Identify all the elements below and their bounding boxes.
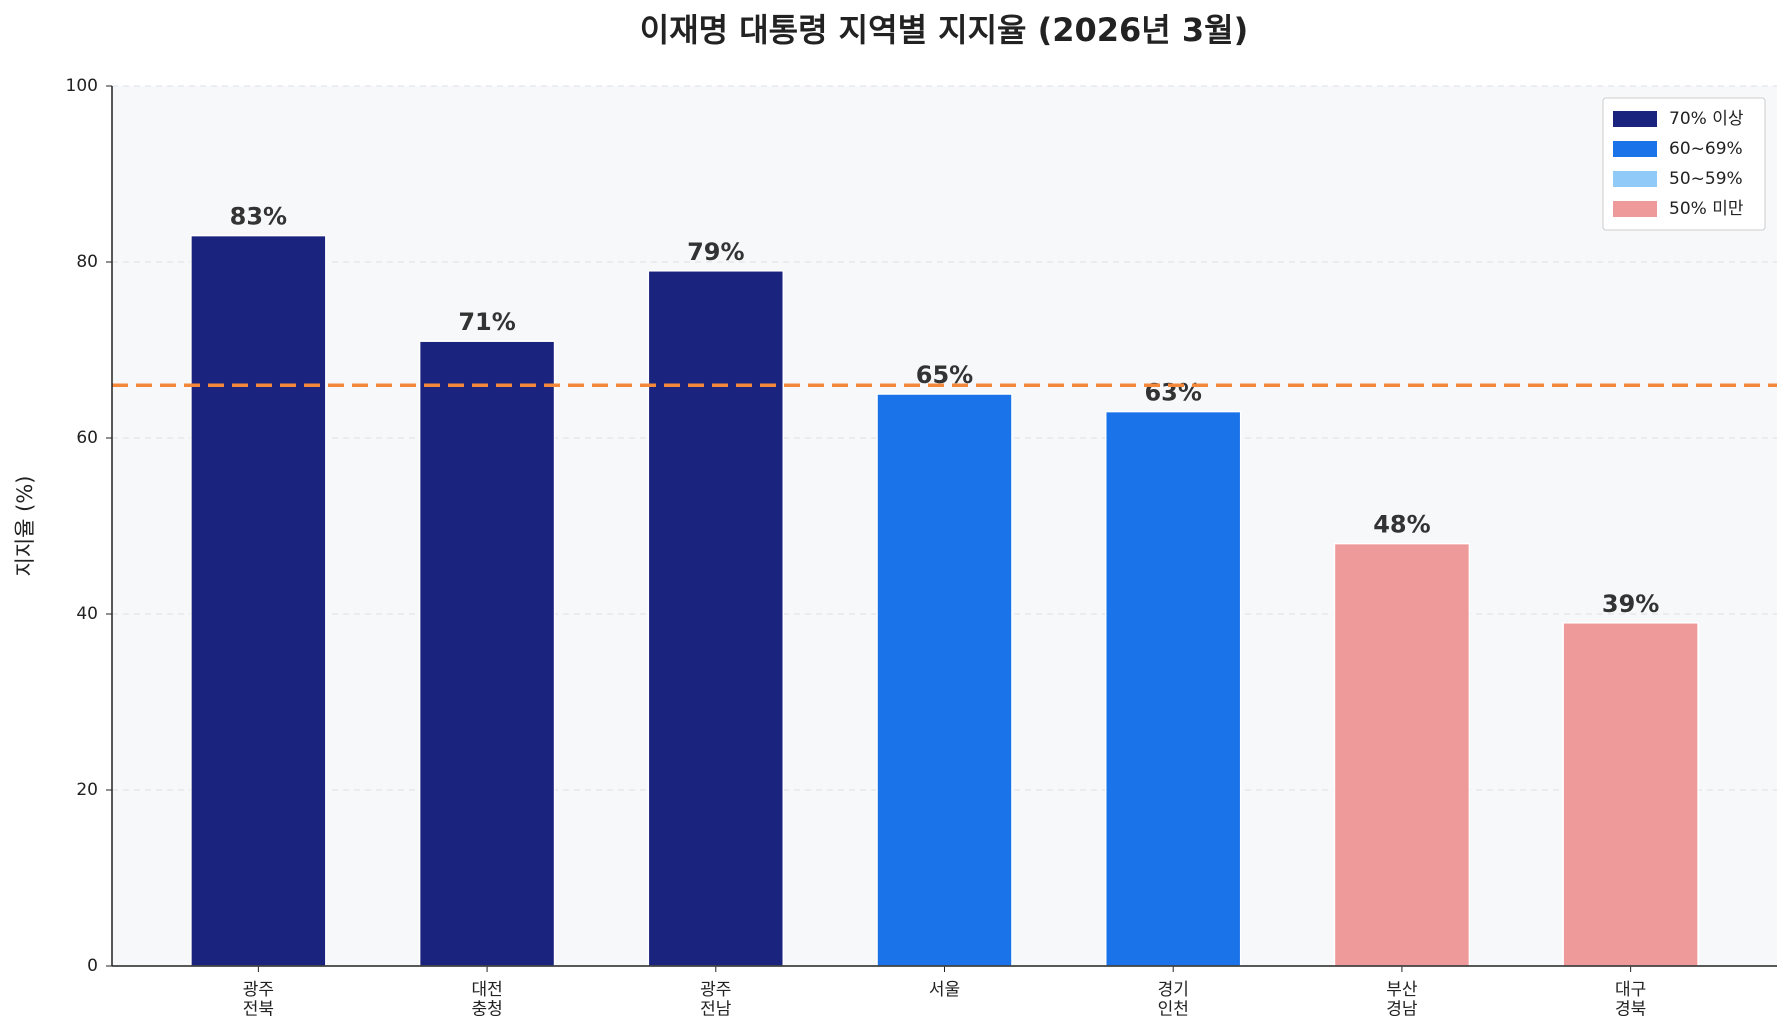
legend-label: 50% 미만	[1669, 199, 1744, 219]
data-label: 79%	[687, 238, 744, 266]
y-tick-label: 0	[87, 956, 98, 976]
chart-title: 이재명 대통령 지역별 지지율 (2026년 3월)	[640, 11, 1248, 49]
legend-swatch	[1613, 111, 1657, 127]
bar	[647, 270, 785, 967]
x-tick-label: 경기 인천	[1158, 980, 1189, 1020]
data-label: 39%	[1602, 590, 1659, 618]
legend-label: 50~59%	[1669, 169, 1743, 189]
bar	[418, 340, 556, 967]
data-label: 48%	[1373, 511, 1430, 539]
legend-swatch	[1613, 141, 1657, 157]
bar	[1104, 410, 1242, 967]
x-tick-label: 대전 충청	[471, 980, 502, 1020]
y-axis-label: 지지율 (%)	[13, 476, 37, 577]
x-tick-label: 광주 전북	[243, 980, 274, 1020]
x-tick-label: 서울	[929, 980, 960, 1000]
bar	[1333, 542, 1471, 967]
legend-label: 70% 이상	[1669, 109, 1744, 129]
bar	[190, 234, 327, 967]
legend-swatch	[1613, 201, 1657, 217]
legend-swatch	[1613, 171, 1657, 187]
data-label: 63%	[1144, 379, 1201, 407]
data-label: 71%	[458, 308, 515, 336]
y-tick-label: 60	[76, 428, 98, 448]
legend-box	[1602, 97, 1766, 231]
y-tick-label: 20	[76, 780, 98, 800]
legend: 70% 이상 60~69% 50~59% 50% 미만	[1602, 97, 1766, 231]
y-tick-label: 40	[76, 604, 98, 624]
y-tick-label: 80	[76, 252, 98, 272]
bar	[1562, 622, 1699, 967]
legend-label: 60~69%	[1669, 139, 1743, 159]
data-label: 83%	[230, 203, 287, 231]
x-tick-label: 대구 경북	[1615, 980, 1646, 1020]
x-tick-label: 부산 경남	[1386, 980, 1418, 1020]
bar	[876, 393, 1013, 967]
y-tick-label: 100	[66, 76, 98, 96]
x-tick-label: 광주 전남	[700, 980, 732, 1020]
